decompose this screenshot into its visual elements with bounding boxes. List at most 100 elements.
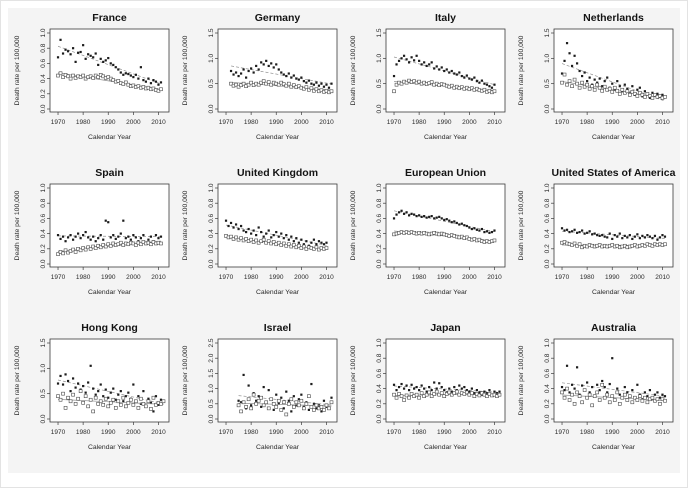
- data-point-filled: [435, 216, 438, 219]
- data-point-filled: [606, 236, 609, 239]
- x-tick-label: 1980: [76, 429, 91, 436]
- data-point-open: [271, 402, 276, 406]
- data-point-open: [424, 392, 429, 397]
- data-point-filled: [433, 67, 436, 70]
- data-point-filled: [648, 235, 652, 238]
- data-point-filled: [413, 59, 416, 62]
- data-point-open: [324, 246, 329, 250]
- data-point-open: [633, 92, 637, 96]
- series-filled-points: [392, 209, 496, 234]
- plot-canvas: Netherlands 0.0 0.5 1.0 1.5 1970 1980 1990 2000 2…: [518, 12, 674, 141]
- data-point-open: [565, 82, 569, 87]
- y-tick-label: 2.5: [208, 338, 215, 347]
- data-point-filled: [89, 54, 92, 57]
- x-tick-label: 1980: [412, 119, 427, 126]
- data-point-open: [612, 85, 617, 90]
- data-point-filled: [149, 401, 153, 404]
- y-tick-label: 0.0: [544, 259, 551, 268]
- data-point-open: [648, 94, 652, 98]
- y-tick-label: 0.4: [544, 384, 551, 393]
- plot-canvas: United Kingdom 0.0 0.2 0.4 0.6 0.8 1.0 1970 1980…: [182, 167, 338, 296]
- data-point-open: [592, 87, 597, 92]
- subplot-netherlands: Netherlands 0.0 0.5 1.0 1.5 1970 1980 1990 2000 2…: [512, 8, 680, 163]
- x-tick-label: 1990: [101, 429, 116, 436]
- data-point-filled: [598, 389, 601, 392]
- data-point-filled: [117, 68, 120, 71]
- data-point-open: [251, 392, 256, 397]
- data-point-filled: [392, 217, 396, 220]
- data-point-filled: [570, 64, 574, 68]
- data-point-open: [587, 392, 592, 397]
- data-point-filled: [455, 221, 458, 225]
- data-point-open: [98, 399, 103, 404]
- data-point-open: [407, 395, 411, 400]
- data-point-filled: [247, 227, 250, 231]
- data-point-filled: [425, 390, 428, 393]
- data-point-open: [442, 394, 447, 398]
- data-point-filled: [317, 84, 321, 87]
- data-point-filled: [588, 76, 591, 79]
- data-point-filled: [272, 408, 275, 411]
- data-point-filled: [114, 237, 117, 241]
- y-axis-label: Death rate per 100,000: [14, 345, 21, 415]
- plot-title: Italy: [435, 12, 456, 24]
- data-point-filled: [242, 229, 245, 232]
- plot-title: Hong Kong: [81, 322, 138, 334]
- y-tick-label: 0.0: [544, 104, 551, 113]
- x-tick-label: 1980: [580, 274, 595, 281]
- data-point-open: [266, 239, 271, 243]
- data-point-filled: [99, 57, 102, 60]
- data-point-filled: [435, 387, 438, 390]
- data-point-filled: [483, 390, 486, 393]
- data-point-filled: [245, 230, 248, 234]
- data-point-filled: [255, 64, 258, 68]
- data-point-open: [246, 82, 251, 87]
- data-point-filled: [300, 76, 303, 79]
- data-point-filled: [410, 212, 413, 215]
- data-point-filled: [618, 393, 621, 396]
- data-point-filled: [71, 47, 75, 50]
- data-point-filled: [465, 389, 468, 392]
- data-point-filled: [330, 82, 333, 85]
- data-point-filled: [603, 80, 606, 83]
- data-point-filled: [653, 234, 657, 237]
- data-point-filled: [77, 51, 80, 54]
- x-tick-label: 1970: [555, 429, 570, 436]
- data-point-open: [302, 244, 306, 249]
- y-tick-label: 0.0: [208, 259, 215, 268]
- data-point-filled: [443, 218, 446, 222]
- x-tick-label: 2010: [319, 429, 334, 436]
- y-axis-label: Death rate per 100,000: [350, 190, 357, 260]
- data-point-filled: [77, 232, 80, 235]
- y-tick-label: 0.0: [40, 259, 47, 268]
- data-point-open: [96, 402, 100, 406]
- data-point-open: [56, 252, 60, 256]
- data-point-filled: [480, 227, 484, 231]
- data-point-open: [640, 93, 645, 97]
- y-tick-label: 0.5: [208, 399, 215, 408]
- plot-area: [217, 28, 338, 113]
- data-point-filled: [425, 64, 428, 68]
- data-point-open: [560, 80, 564, 85]
- data-point-filled: [392, 74, 396, 78]
- data-point-filled: [606, 391, 609, 394]
- data-point-filled: [142, 79, 145, 82]
- data-point-open: [66, 74, 70, 79]
- data-point-open: [276, 398, 281, 403]
- data-point-open: [241, 81, 246, 86]
- trend-line-dashed: [225, 224, 327, 246]
- data-point-filled: [661, 93, 664, 96]
- data-point-filled: [239, 224, 243, 228]
- data-point-filled: [493, 229, 496, 232]
- data-point-filled: [102, 238, 105, 241]
- data-point-filled: [234, 223, 238, 226]
- data-point-filled: [468, 390, 471, 393]
- data-point-filled: [563, 389, 566, 392]
- data-point-filled: [107, 56, 110, 60]
- data-point-filled: [586, 80, 589, 83]
- data-point-filled: [127, 391, 130, 394]
- data-point-filled: [64, 240, 67, 243]
- data-point-open: [319, 405, 324, 409]
- plot-canvas: Japan 0.0 0.2 0.4 0.6 0.8 1.0 1970 1980 1990 2000 2…: [350, 322, 506, 451]
- data-point-open: [565, 386, 569, 391]
